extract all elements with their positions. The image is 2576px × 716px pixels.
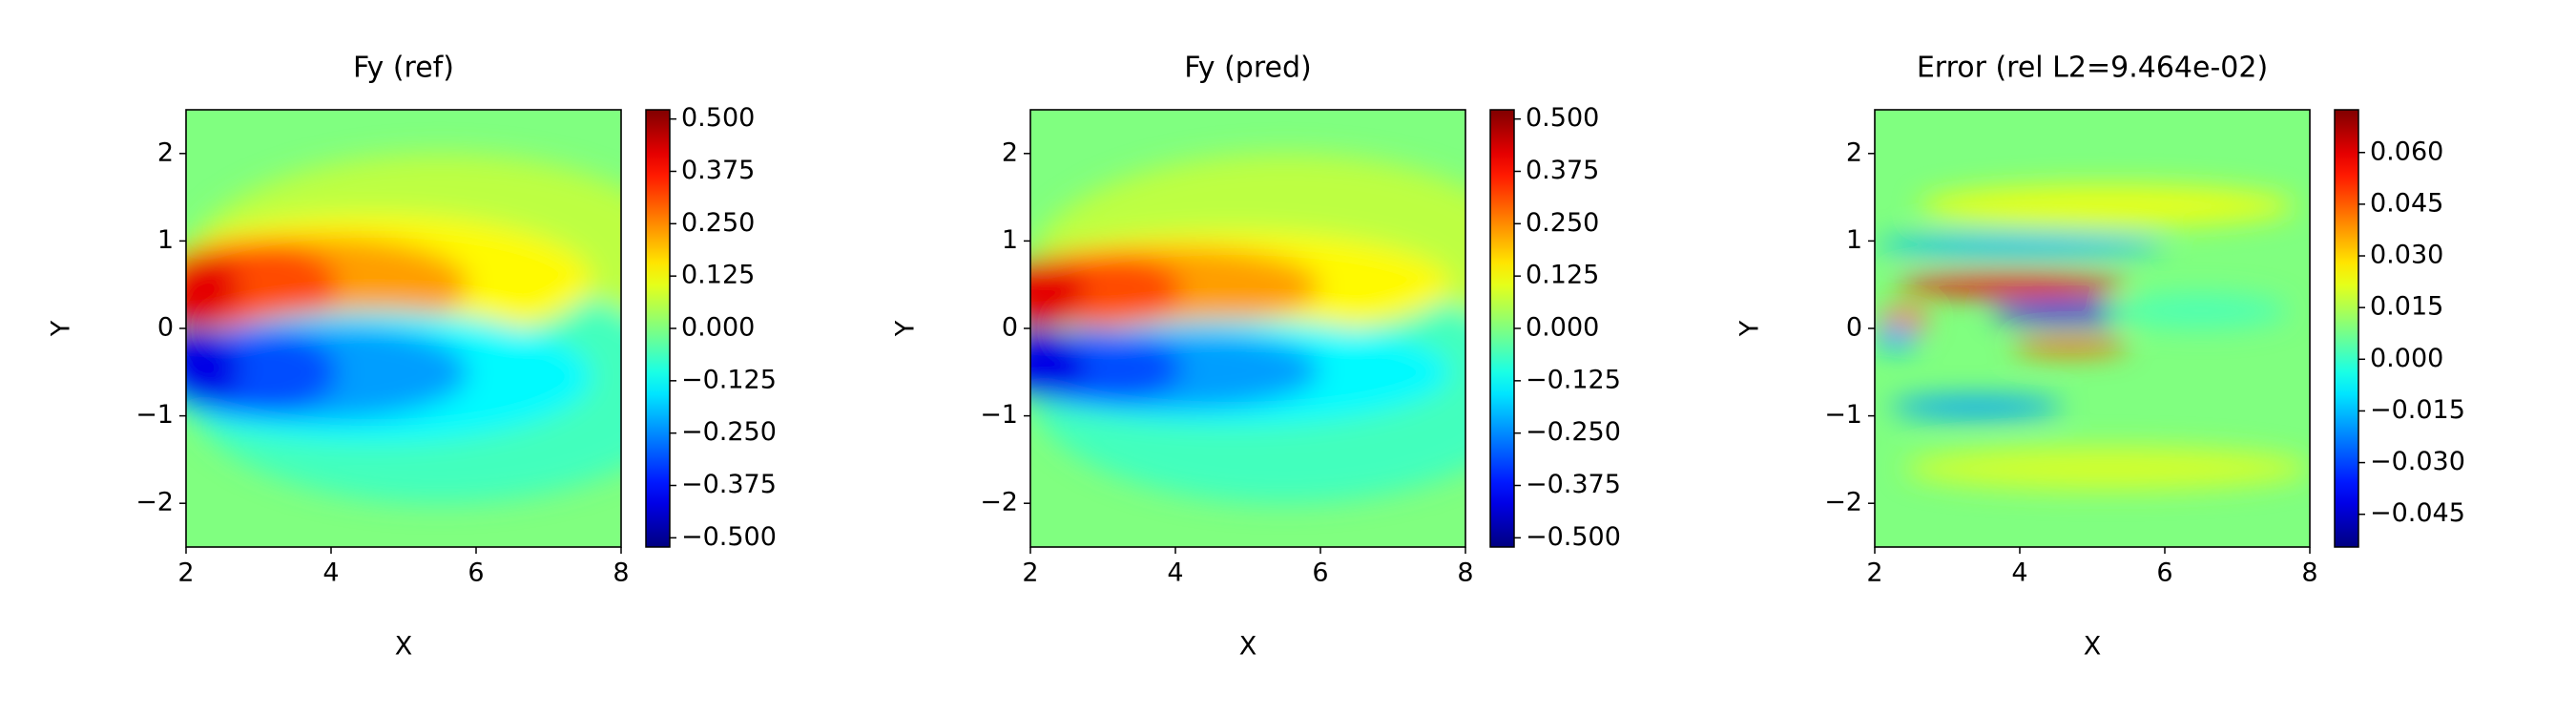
- panel-title: Fy (ref): [353, 52, 454, 85]
- colorbar-tick-label: 0.500: [681, 103, 755, 133]
- colorbar-tick-label: 0.125: [1526, 261, 1599, 290]
- field-blob: [1875, 324, 1919, 350]
- colorbar-tick-label: −0.500: [681, 522, 777, 552]
- y-tick-label: −1: [980, 400, 1018, 430]
- field: [1030, 110, 1465, 547]
- panel: Fy (pred) 2 4 6 8 −2 −1 0 1 2 X Y −0.500 −0.375 −0.250…: [891, 52, 1621, 662]
- colorbar-tick-label: −0.125: [681, 365, 777, 394]
- field-blob: [1903, 446, 2310, 491]
- y-tick-label: −2: [1824, 488, 1862, 517]
- x-tick-label: 2: [1866, 558, 1882, 588]
- field-blob: [1875, 234, 2165, 256]
- field-blobs: [1030, 153, 1465, 504]
- x-tick-label: 4: [322, 558, 339, 588]
- colorbar-tick-label: −0.500: [1526, 522, 1621, 552]
- x-axis-label: X: [1239, 632, 1257, 662]
- field: [1875, 110, 2310, 547]
- colorbar-tick-label: −0.125: [1526, 365, 1621, 394]
- x-tick-label: 8: [613, 558, 629, 588]
- panel: Error (rel L2=9.464e-02) 2 4 6 8 −2 −1 0 1 2 X Y −0.…: [1735, 52, 2465, 662]
- panel-title: Fy (pred): [1184, 52, 1311, 85]
- field-blob: [1990, 304, 2136, 322]
- colorbar-tick-label: −0.375: [681, 470, 777, 499]
- field-blob: [2113, 293, 2289, 328]
- y-tick-label: 0: [1846, 313, 1862, 343]
- field-blob: [1030, 258, 1085, 326]
- colorbar-tick-label: 0.500: [1526, 103, 1599, 133]
- colorbar-tick-label: 0.045: [2370, 188, 2443, 218]
- y-tick-label: −1: [135, 400, 174, 430]
- colorbar-tick-label: 0.000: [2370, 344, 2443, 373]
- x-axis-label: X: [2084, 632, 2102, 662]
- panel-title: Error (rel L2=9.464e-02): [1917, 52, 2268, 85]
- y-tick-label: 2: [1846, 137, 1862, 167]
- colorbar-tick-label: −0.250: [1526, 417, 1621, 447]
- y-tick-label: −2: [980, 488, 1018, 517]
- field-blob: [186, 330, 240, 405]
- x-tick-label: 8: [1457, 558, 1473, 588]
- y-tick-label: 0: [1002, 313, 1018, 343]
- colorbar: [1489, 109, 1515, 548]
- y-tick-label: −2: [135, 488, 174, 517]
- x-tick-label: 8: [2301, 558, 2317, 588]
- colorbar-tick-label: 0.000: [1526, 313, 1599, 343]
- field-blob: [1030, 331, 1085, 399]
- panel: Fy (ref) 2 4 6 8 −2 −1 0 1 2 X Y −0.500 −0.375 −0.250 −…: [47, 52, 777, 662]
- colorbar-tick-label: −0.045: [2370, 498, 2465, 528]
- colorbar-tick-label: 0.250: [1526, 208, 1599, 238]
- field-blob: [1918, 183, 2296, 228]
- x-tick-label: 4: [1167, 558, 1183, 588]
- colorbar-tick-label: −0.030: [2370, 447, 2465, 476]
- colorbar-tick-label: 0.125: [681, 261, 755, 290]
- x-tick-label: 6: [2156, 558, 2172, 588]
- y-axis-label: Y: [891, 320, 921, 337]
- colorbar-tick-label: −0.250: [681, 417, 777, 447]
- x-axis-label: X: [395, 632, 413, 662]
- field-blobs: [1875, 183, 2310, 491]
- colorbar-tick-label: 0.030: [2370, 241, 2443, 270]
- y-axis-label: Y: [1735, 320, 1765, 337]
- colorbar-tick-label: 0.375: [1526, 156, 1599, 185]
- colorbar-tick-label: 0.250: [681, 208, 755, 238]
- colorbar-tick-label: −0.015: [2370, 395, 2465, 425]
- field: [186, 110, 621, 547]
- field-blob: [2012, 337, 2129, 355]
- field-blob: [1889, 396, 2064, 418]
- y-tick-label: 0: [157, 313, 174, 343]
- colorbar-tick-label: 0.000: [681, 313, 755, 343]
- x-tick-label: 2: [1022, 558, 1038, 588]
- y-tick-label: 1: [1002, 225, 1018, 255]
- colorbar: [645, 109, 671, 548]
- colorbar-tick-label: 0.015: [2370, 292, 2443, 322]
- x-tick-label: 4: [2011, 558, 2027, 588]
- field-blob: [1896, 274, 2129, 296]
- colorbar-tick-label: 0.060: [2370, 137, 2443, 166]
- y-tick-label: 1: [1846, 225, 1862, 255]
- colorbar: [2334, 109, 2359, 548]
- colorbar-tick-label: −0.375: [1526, 470, 1621, 499]
- y-tick-label: 2: [1002, 137, 1018, 167]
- colorbar-tick-label: 0.375: [681, 156, 755, 185]
- field-blob: [186, 252, 240, 326]
- y-tick-label: 1: [157, 225, 174, 255]
- x-tick-label: 2: [177, 558, 194, 588]
- y-tick-label: −1: [1824, 400, 1862, 430]
- x-tick-label: 6: [467, 558, 484, 588]
- y-tick-label: 2: [157, 137, 174, 167]
- y-axis-label: Y: [47, 320, 76, 337]
- field-blobs: [186, 153, 621, 504]
- x-tick-label: 6: [1312, 558, 1328, 588]
